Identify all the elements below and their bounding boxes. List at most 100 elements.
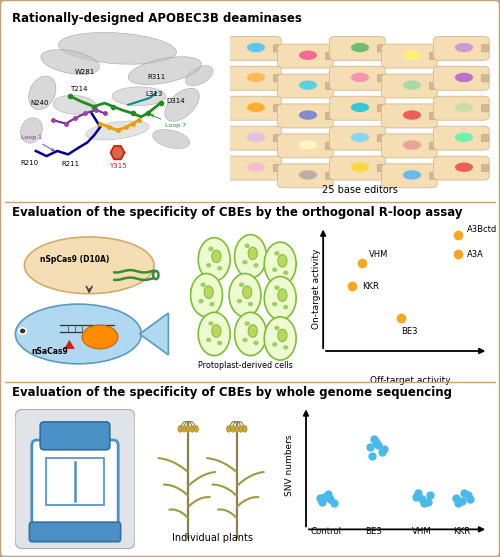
Circle shape xyxy=(234,234,266,278)
Ellipse shape xyxy=(208,247,214,251)
FancyBboxPatch shape xyxy=(382,74,437,98)
FancyBboxPatch shape xyxy=(330,126,385,150)
Text: nSaCas9: nSaCas9 xyxy=(31,348,68,356)
FancyBboxPatch shape xyxy=(40,422,110,449)
FancyBboxPatch shape xyxy=(330,96,385,120)
Text: SNV numbers: SNV numbers xyxy=(286,434,294,496)
FancyBboxPatch shape xyxy=(482,164,488,172)
Ellipse shape xyxy=(24,237,154,294)
FancyBboxPatch shape xyxy=(378,45,384,52)
Ellipse shape xyxy=(20,118,42,143)
Ellipse shape xyxy=(178,426,182,432)
Text: Loop 7: Loop 7 xyxy=(151,115,186,128)
FancyBboxPatch shape xyxy=(326,172,332,179)
Ellipse shape xyxy=(274,285,280,290)
Circle shape xyxy=(198,238,230,281)
Text: Off-target activity: Off-target activity xyxy=(370,376,450,385)
Text: Rationally-designed APOBEC3B deaminases: Rationally-designed APOBEC3B deaminases xyxy=(12,12,302,25)
FancyBboxPatch shape xyxy=(326,82,332,90)
Circle shape xyxy=(264,242,296,285)
FancyBboxPatch shape xyxy=(30,522,120,541)
Circle shape xyxy=(242,286,252,299)
FancyBboxPatch shape xyxy=(430,113,436,120)
Ellipse shape xyxy=(242,426,247,432)
Ellipse shape xyxy=(455,73,473,82)
FancyBboxPatch shape xyxy=(274,45,280,52)
Ellipse shape xyxy=(351,163,369,172)
FancyBboxPatch shape xyxy=(15,409,135,549)
FancyBboxPatch shape xyxy=(226,126,281,150)
Circle shape xyxy=(190,273,222,317)
Circle shape xyxy=(248,325,258,337)
Text: A3A: A3A xyxy=(467,250,484,259)
Polygon shape xyxy=(110,146,124,159)
FancyBboxPatch shape xyxy=(378,105,384,112)
Text: Y315: Y315 xyxy=(108,163,126,169)
Ellipse shape xyxy=(190,426,194,432)
Ellipse shape xyxy=(299,170,317,179)
FancyBboxPatch shape xyxy=(430,142,436,149)
FancyBboxPatch shape xyxy=(278,44,333,68)
Circle shape xyxy=(278,289,287,301)
FancyBboxPatch shape xyxy=(382,104,437,128)
Ellipse shape xyxy=(128,57,202,85)
FancyBboxPatch shape xyxy=(274,164,280,172)
Ellipse shape xyxy=(403,110,421,120)
Circle shape xyxy=(278,255,287,267)
FancyBboxPatch shape xyxy=(226,156,281,180)
FancyBboxPatch shape xyxy=(330,66,385,90)
FancyBboxPatch shape xyxy=(326,113,332,120)
Text: BE3: BE3 xyxy=(366,527,382,536)
Ellipse shape xyxy=(351,102,369,112)
FancyBboxPatch shape xyxy=(378,75,384,82)
Ellipse shape xyxy=(217,341,222,345)
Ellipse shape xyxy=(247,102,265,112)
Ellipse shape xyxy=(152,129,190,149)
FancyBboxPatch shape xyxy=(274,75,280,82)
Text: nSpCas9 (D10A): nSpCas9 (D10A) xyxy=(40,255,110,264)
Ellipse shape xyxy=(112,87,166,106)
FancyBboxPatch shape xyxy=(330,156,385,180)
Ellipse shape xyxy=(210,302,214,306)
FancyBboxPatch shape xyxy=(32,440,118,538)
Ellipse shape xyxy=(165,89,199,121)
Text: A3Bctd: A3Bctd xyxy=(467,225,497,234)
Ellipse shape xyxy=(234,426,239,432)
Ellipse shape xyxy=(283,305,288,309)
Text: Loop 1: Loop 1 xyxy=(21,135,54,151)
Polygon shape xyxy=(64,340,75,349)
FancyBboxPatch shape xyxy=(330,36,385,60)
Ellipse shape xyxy=(226,426,231,432)
FancyBboxPatch shape xyxy=(278,134,333,158)
Ellipse shape xyxy=(299,140,317,150)
Text: KKR: KKR xyxy=(454,527,470,536)
FancyBboxPatch shape xyxy=(430,172,436,179)
Ellipse shape xyxy=(455,102,473,112)
Ellipse shape xyxy=(58,32,176,64)
Ellipse shape xyxy=(238,426,243,432)
Ellipse shape xyxy=(41,50,100,75)
Ellipse shape xyxy=(82,325,118,349)
Ellipse shape xyxy=(351,73,369,82)
Ellipse shape xyxy=(247,43,265,52)
FancyBboxPatch shape xyxy=(382,44,437,68)
Ellipse shape xyxy=(455,43,473,52)
Circle shape xyxy=(204,286,214,299)
Text: VHM: VHM xyxy=(412,527,432,536)
Text: R211: R211 xyxy=(61,162,80,167)
Text: VHM: VHM xyxy=(370,250,388,259)
Text: On-target activity: On-target activity xyxy=(312,248,320,329)
Ellipse shape xyxy=(403,170,421,179)
FancyBboxPatch shape xyxy=(434,36,489,60)
Ellipse shape xyxy=(299,80,317,90)
Ellipse shape xyxy=(455,163,473,172)
Ellipse shape xyxy=(274,326,280,330)
Ellipse shape xyxy=(244,243,250,248)
Text: Control: Control xyxy=(310,527,342,536)
FancyBboxPatch shape xyxy=(482,75,488,82)
FancyBboxPatch shape xyxy=(274,135,280,141)
Ellipse shape xyxy=(299,110,317,120)
Ellipse shape xyxy=(403,51,421,60)
FancyBboxPatch shape xyxy=(482,45,488,52)
Ellipse shape xyxy=(182,426,186,432)
